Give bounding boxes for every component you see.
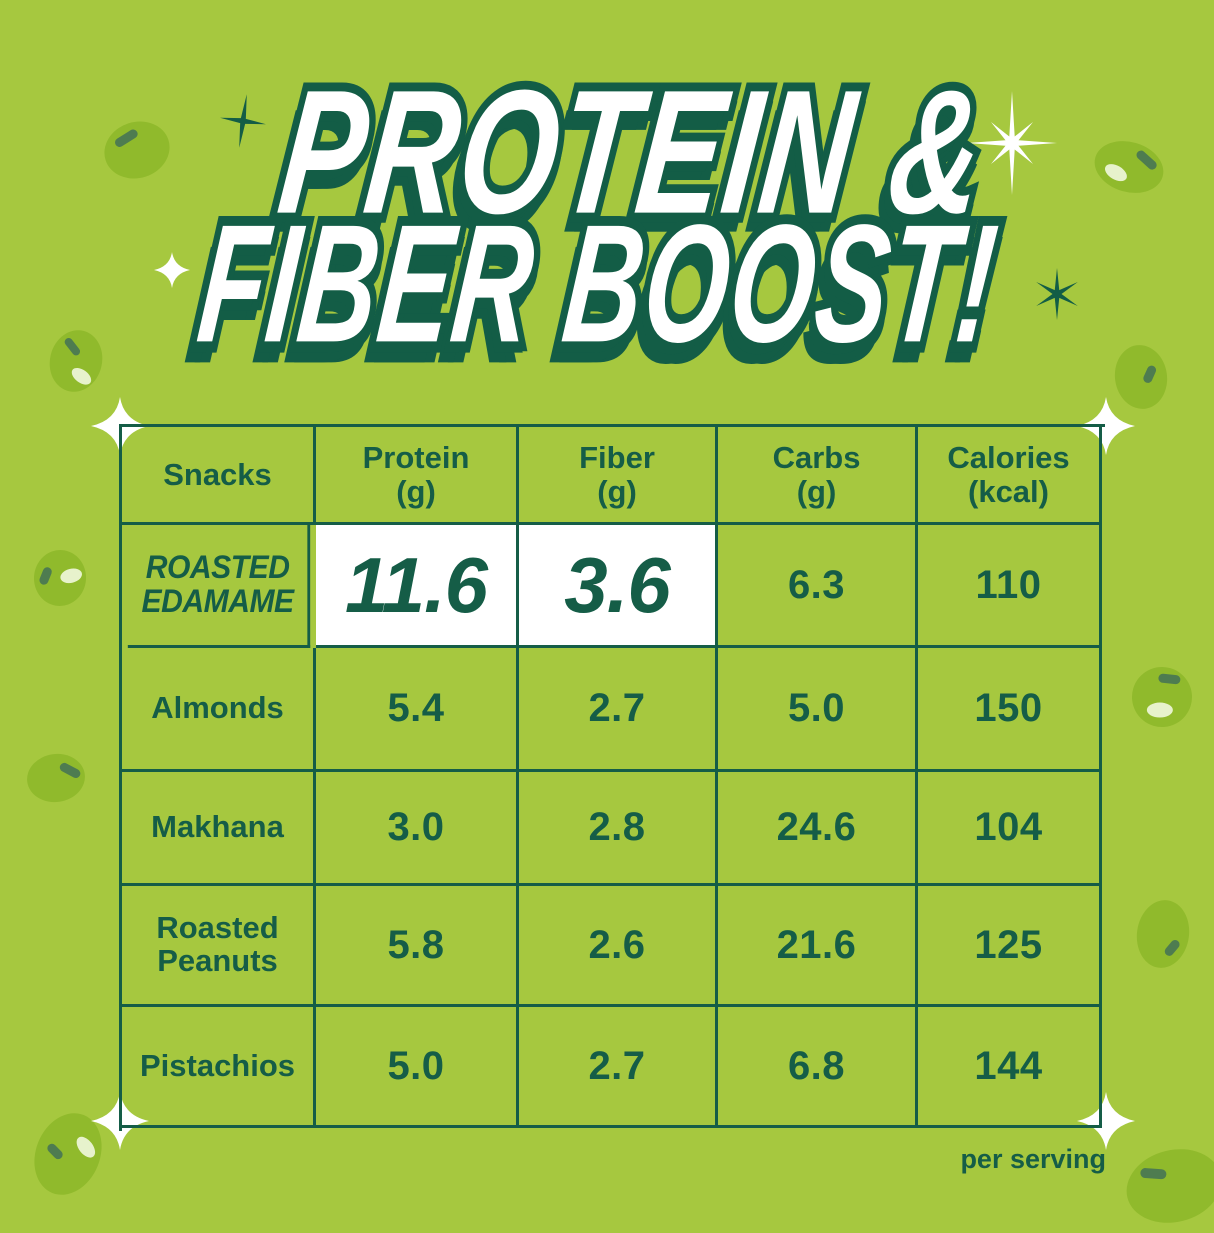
six-ray-sparkle-icon [1036,268,1078,320]
header-cell-protein: Protein (g) [316,427,519,525]
header-label: Protein [362,440,470,476]
four-point-sparkle-icon [154,252,190,288]
cell-pistachios-carbs: 6.8 [718,1007,918,1128]
cell-makhana-fiber: 2.8 [519,772,718,886]
cell-roasted-peanuts-calories: 125 [918,886,1102,1007]
cell-roasted-peanuts-carbs: 21.6 [718,886,918,1007]
cell-makhana-calories: 104 [918,772,1102,886]
cell-roasted-edamame-fiber: 3.6 [519,525,718,648]
header-label: Calories [947,440,1070,476]
edamame-bean-icon [32,548,88,608]
cell-almonds-carbs: 5.0 [718,648,918,772]
edamame-bean-icon [1121,656,1203,738]
cell-almonds-calories: 150 [918,648,1102,772]
cell-almonds-fiber: 2.7 [519,648,718,772]
row-name-pistachios: Pistachios [122,1007,316,1128]
edamame-bean-icon [1118,1139,1214,1233]
header-unit: (kcal) [968,473,1049,509]
header-unit: (g) [396,473,436,509]
cell-roasted-peanuts-protein: 5.8 [316,886,519,1007]
cell-makhana-protein: 3.0 [316,772,519,886]
row-name-makhana: Makhana [122,772,316,886]
header-label: Carbs [772,440,861,476]
four-point-sparkle-icon [1077,397,1135,455]
thin-cross-sparkle-icon [220,94,266,148]
cell-almonds-protein: 5.4 [316,648,519,772]
edamame-bean-icon [23,750,89,806]
header-cell-calories: Calories (kcal) [918,427,1102,525]
row-name-roasted-peanuts: Roasted Peanuts [122,886,316,1007]
four-point-sparkle-icon [1077,1092,1135,1150]
header-label: Snacks [163,456,272,492]
page-title-line-2: FIBER BOOST! [183,182,1013,385]
starburst-sparkle-icon [967,91,1057,195]
header-cell-fiber: Fiber (g) [519,427,718,525]
header-label: Fiber [579,440,655,476]
row-name-almonds: Almonds [122,648,316,772]
nutrition-table: Snacks Protein (g) Fiber (g) Carbs (g) C… [119,424,1105,1131]
cell-roasted-edamame-calories: 110 [918,525,1102,648]
cell-pistachios-protein: 5.0 [316,1007,519,1128]
header-cell-carbs: Carbs (g) [718,427,918,525]
cell-makhana-carbs: 24.6 [718,772,918,886]
edamame-bean-icon [1132,896,1194,972]
per-serving-note: per serving [960,1144,1106,1174]
header-unit: (g) [597,473,637,509]
row-name-roasted-edamame: ROASTED EDAMAME [127,525,311,648]
header-cell-snacks: Snacks [122,427,316,525]
cell-roasted-peanuts-fiber: 2.6 [519,886,718,1007]
cell-pistachios-calories: 144 [918,1007,1102,1128]
cell-pistachios-fiber: 2.7 [519,1007,718,1128]
header-unit: (g) [796,473,837,509]
cell-roasted-edamame-carbs: 6.3 [718,525,918,648]
cell-roasted-edamame-protein: 11.6 [316,525,519,648]
